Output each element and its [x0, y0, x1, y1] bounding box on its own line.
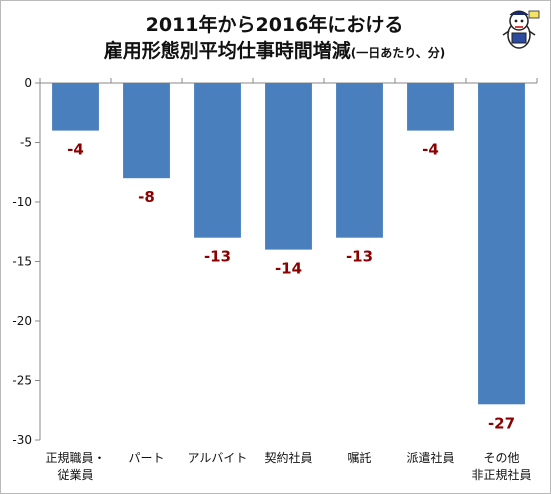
data-label: -8 [138, 188, 155, 206]
bar [265, 83, 312, 250]
title-main: 雇用形態別平均仕事時間増減 [103, 40, 351, 62]
x-category-label: 非正規社員 [471, 467, 531, 482]
x-category-label: 派遣社員 [406, 450, 454, 465]
data-label: -4 [67, 141, 84, 159]
title-line-1: 2011年から2016年における [145, 14, 404, 36]
x-category-label: パート [128, 451, 164, 465]
y-tick-label: -5 [20, 136, 32, 150]
bar [52, 83, 99, 131]
title-line-2: 雇用形態別平均仕事時間増減(一日あたり、分) [0, 38, 549, 66]
y-tick-label: -25 [12, 374, 32, 388]
x-category-label: アルバイト [188, 451, 248, 465]
y-tick-label: -10 [12, 195, 32, 209]
y-tick-label: -15 [12, 255, 32, 269]
data-label: -14 [275, 260, 302, 278]
data-label: -4 [422, 141, 439, 159]
title-note: (一日あたり、分) [350, 46, 446, 60]
mascot-icon [502, 10, 540, 49]
x-category-label: その他 [483, 451, 519, 465]
bar [194, 83, 241, 238]
x-category-label: 嘱託 [347, 450, 371, 465]
bar [123, 83, 170, 179]
x-category-label: 従業員 [57, 468, 93, 482]
chart-title: 2011年から2016年における 雇用形態別平均仕事時間増減(一日あたり、分) [0, 12, 549, 66]
x-category-label: 正規職員・ [45, 450, 105, 465]
x-category-label: 契約社員 [264, 450, 312, 465]
bar [336, 83, 383, 238]
y-tick-label: -30 [12, 433, 32, 447]
data-label: -27 [488, 414, 515, 432]
bar [478, 83, 525, 405]
y-tick-label: -20 [12, 314, 32, 328]
data-label: -13 [204, 248, 231, 266]
bar [407, 83, 454, 131]
data-label: -13 [346, 248, 373, 266]
y-tick-label: 0 [24, 76, 32, 90]
